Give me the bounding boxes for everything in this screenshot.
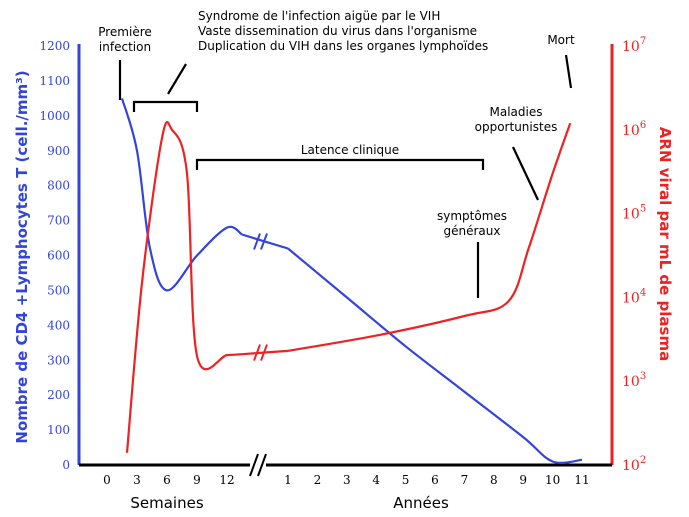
left-tick-label: 200 <box>47 388 70 402</box>
series-line-cd4-weeks <box>120 98 243 292</box>
axis-labels: Semaines Années Nombre de CD4 +Lymphocytes… <box>13 70 674 512</box>
series-line-rna-years <box>287 122 572 352</box>
series-lines <box>120 98 583 464</box>
left-tick-label: 300 <box>47 353 70 367</box>
annotation-maladies-opportunistes: Maladies opportunistes <box>475 105 558 134</box>
x-tick-label-year: 8 <box>490 473 498 487</box>
left-tick-label: 800 <box>47 179 70 193</box>
x-tick-label-year: 10 <box>545 473 560 487</box>
right-tick-label: 105 <box>622 204 646 223</box>
x-group-label-weeks: Semaines <box>130 494 203 512</box>
left-tick-label: 1200 <box>39 39 70 53</box>
x-tick-label-year: 4 <box>372 473 380 487</box>
annotation-symptomes-generaux: symptômes généraux <box>437 209 507 238</box>
annotation-syndrome-aigu: Syndrome de l'infection aigüe par le VIH… <box>198 9 488 53</box>
bracket-latence <box>195 158 485 170</box>
x-tick-label-year: 1 <box>284 473 292 487</box>
pointer-syndrome <box>167 63 187 95</box>
left-tick-label: 500 <box>47 283 70 297</box>
annotation-premiere-infection: Première infection <box>98 25 152 54</box>
x-axis-break-mark <box>249 453 267 477</box>
right-tick-label: 107 <box>622 36 646 55</box>
left-tick-label: 0 <box>62 458 70 472</box>
line-break-mark-rna <box>253 344 268 361</box>
right-tick-label: 106 <box>622 120 646 139</box>
x-tick-label-week: 9 <box>193 473 201 487</box>
x-tick-label-year: 3 <box>343 473 351 487</box>
x-tick-label-week: 12 <box>219 473 234 487</box>
left-tick-label: 1100 <box>39 74 70 88</box>
left-tick-label: 900 <box>47 144 70 158</box>
x-group-label-years: Années <box>393 494 449 512</box>
x-tick-label-week: 6 <box>163 473 171 487</box>
annotation-mort: Mort <box>547 33 575 47</box>
x-tick-label-week: 3 <box>133 473 141 487</box>
line-break-mark-cd4 <box>253 233 268 250</box>
axes <box>77 44 614 477</box>
right-tick-label: 103 <box>622 371 646 390</box>
x-tick-label-year: 11 <box>574 473 589 487</box>
left-axis-title: Nombre de CD4 +Lymphocytes T (cell./mm³) <box>13 70 31 443</box>
x-tick-label-year: 6 <box>431 473 439 487</box>
x-tick-label-week: 0 <box>103 473 111 487</box>
x-tick-label-year: 2 <box>314 473 322 487</box>
series-line-rna-weeks <box>125 120 243 453</box>
left-tick-label: 600 <box>47 249 70 263</box>
tick-labels: 0100200300400500600700800900100011001200… <box>39 36 646 487</box>
x-tick-label-year: 7 <box>461 473 469 487</box>
left-tick-label: 400 <box>47 318 70 332</box>
right-tick-label: 104 <box>622 287 646 306</box>
bracket-syndrome <box>132 100 199 112</box>
annotations: Première infection Syndrome de l'infection… <box>98 9 575 298</box>
left-tick-label: 1000 <box>39 109 70 123</box>
annotation-latence-clinique: Latence clinique <box>301 143 399 157</box>
left-tick-label: 700 <box>47 214 70 228</box>
left-tick-label: 100 <box>47 423 70 437</box>
pointer-maladies <box>512 146 539 201</box>
pointer-mort <box>564 54 573 89</box>
x-tick-label-year: 9 <box>519 473 527 487</box>
x-tick-label-year: 5 <box>402 473 410 487</box>
right-axis-title: ARN viral par mL de plasma <box>656 127 674 361</box>
right-tick-label: 102 <box>622 455 646 474</box>
series-line-cd4-years <box>287 247 583 464</box>
